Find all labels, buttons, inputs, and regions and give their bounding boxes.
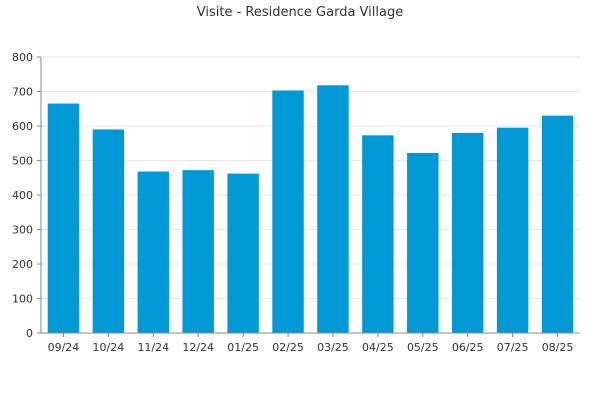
bar-07-25 (496, 127, 529, 333)
x-tick-label: 12/24 (182, 341, 214, 354)
y-tick-label: 200 (12, 258, 33, 271)
x-tick-label: 03/25 (317, 341, 349, 354)
x-tick-label: 09/24 (48, 341, 80, 354)
x-tick-label: 10/24 (93, 341, 125, 354)
x-tick-label: 08/25 (542, 341, 574, 354)
x-tick-label: 01/25 (227, 341, 259, 354)
grid-lines (41, 56, 580, 299)
y-tick-label: 800 (12, 51, 33, 64)
bars (47, 85, 574, 334)
y-tick-label: 500 (12, 155, 33, 168)
bar-11-24 (137, 171, 170, 333)
x-tick-label: 06/25 (452, 341, 484, 354)
y-tick-label: 300 (12, 224, 33, 237)
bar-01-25 (227, 173, 259, 333)
y-tick-label: 700 (12, 86, 33, 99)
x-tick-label: 04/25 (362, 341, 394, 354)
x-tick-label: 05/25 (407, 341, 439, 354)
bar-12-24 (182, 170, 214, 333)
bar-03-25 (317, 85, 349, 333)
y-tick-label: 0 (26, 327, 33, 340)
x-axis: 09/24 10/24 11/24 12/24 01/25 02/25 03/25 04/25… (41, 332, 580, 354)
x-tick-label: 02/25 (272, 341, 304, 354)
y-axis: 0 100 200 300 400 500 600 700 800 (12, 51, 42, 340)
chart-title: Visite - Residence Garda Village (197, 5, 403, 20)
x-tick-label: 07/25 (497, 341, 529, 354)
bar-05-25 (407, 152, 439, 333)
bar-09-24 (47, 103, 80, 333)
y-tick-label: 100 (12, 293, 33, 306)
bar-10-24 (92, 129, 125, 333)
x-tick-label: 11/24 (137, 341, 169, 354)
bar-02-25 (272, 90, 304, 333)
bar-06-25 (451, 132, 484, 333)
bar-08-25 (541, 115, 574, 334)
y-tick-label: 400 (12, 189, 33, 202)
y-tick-label: 600 (12, 120, 33, 133)
bar-04-25 (362, 135, 394, 333)
